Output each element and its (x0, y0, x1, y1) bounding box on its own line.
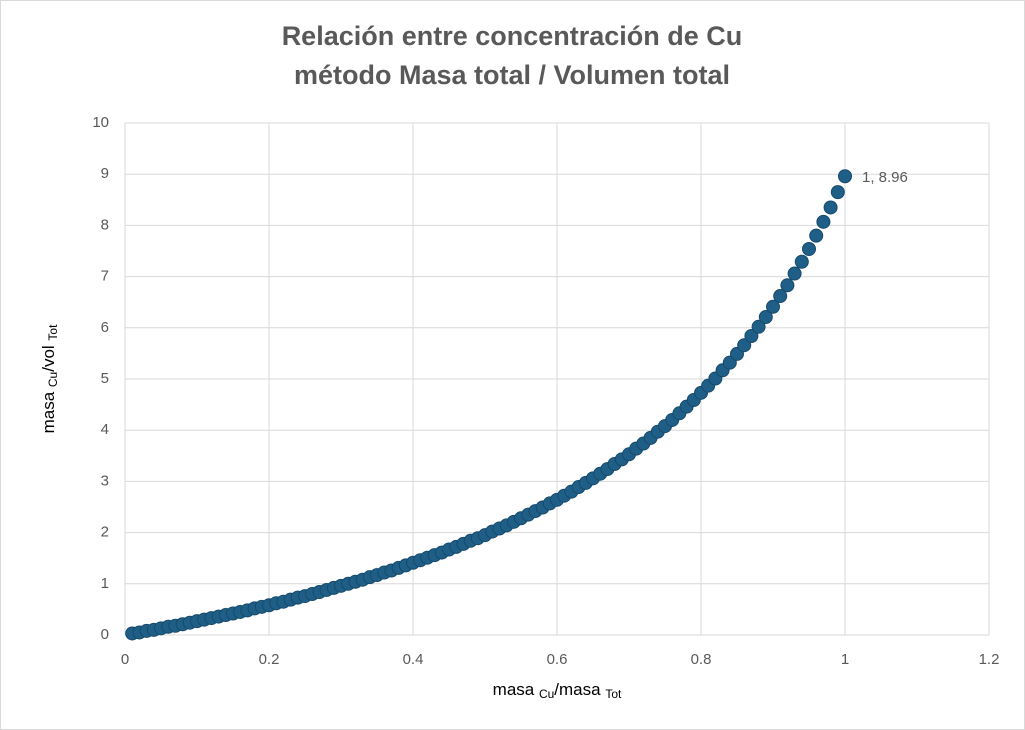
y-tick-label: 6 (101, 319, 109, 336)
y-tick-label: 7 (101, 268, 109, 285)
data-point (773, 289, 788, 304)
x-tick-label: 0.4 (403, 651, 424, 668)
data-point (787, 266, 802, 281)
data-point (838, 169, 852, 184)
y-tick-label: 8 (101, 216, 109, 233)
x-tick-label: 0 (121, 651, 129, 668)
data-point (816, 214, 831, 229)
x-tick-label: 1.2 (979, 651, 1000, 668)
y-tick-label: 1 (101, 575, 109, 592)
x-tick-label: 0.8 (691, 651, 712, 668)
y-tick-label: 0 (101, 626, 109, 643)
y-tick-label: 5 (101, 370, 109, 387)
axis-label-part: Tot (46, 324, 60, 341)
axis-label-part: Tot (605, 687, 622, 701)
y-tick-label: 2 (101, 524, 109, 541)
y-tick-label: 3 (101, 472, 109, 489)
axis-label-part: masa (493, 680, 539, 699)
y-tick-label: 9 (101, 165, 109, 182)
data-point (830, 185, 845, 200)
axis-label-part: /masa (554, 680, 605, 699)
data-point (802, 241, 816, 256)
x-tick-label: 0.6 (547, 651, 568, 668)
data-point (737, 338, 752, 353)
chart-title: método Masa total / Volumen total (294, 60, 730, 90)
data-label: 1, 8.96 (862, 169, 908, 186)
x-tick-label: 0.2 (259, 651, 280, 668)
data-point (744, 328, 759, 343)
axis-label-part: /vol (39, 341, 58, 372)
ylabel-axis-label: masa Cu/vol Tot (39, 324, 60, 434)
axis-label-part: Cu (539, 687, 554, 701)
axis-label-part: Cu (46, 372, 60, 387)
data-point (794, 254, 809, 269)
data-point (823, 200, 838, 215)
y-tick-label: 10 (92, 114, 109, 131)
y-tick-label: 4 (101, 421, 109, 438)
axis-label-part: masa (39, 387, 58, 433)
data-point (809, 228, 824, 243)
x-tick-label: 1 (841, 651, 849, 668)
xlabel-axis-label: masa Cu/masa Tot (493, 680, 622, 701)
data-point (758, 310, 773, 325)
data-point (780, 278, 795, 293)
chart-title: Relación entre concentración de Cu (282, 21, 743, 51)
data-point (766, 299, 780, 314)
data-point (751, 319, 766, 334)
